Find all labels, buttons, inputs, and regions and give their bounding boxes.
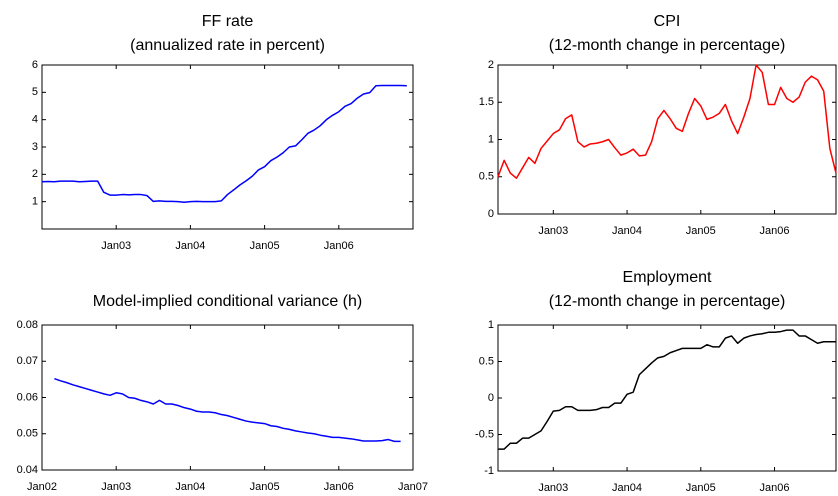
chart-subtitle: (12-month change in percentage) — [549, 293, 786, 310]
x-tick-label: Jan07 — [398, 481, 428, 493]
x-tick-label: Jan06 — [760, 225, 790, 237]
data-line — [498, 329, 836, 450]
data-line — [497, 64, 837, 179]
y-tick-label: 4 — [32, 114, 38, 126]
y-tick-label: 0.04 — [17, 464, 38, 476]
chart-subtitle: (annualized rate in percent) — [130, 37, 325, 54]
y-tick-label: 5 — [32, 86, 38, 98]
x-tick-label: Jan06 — [324, 240, 354, 252]
x-tick-label: Jan04 — [612, 482, 642, 494]
y-tick-label: 3 — [32, 141, 38, 153]
y-tick-label: 1.5 — [479, 96, 494, 108]
x-tick-label: Jan06 — [760, 482, 790, 494]
data-line — [41, 84, 407, 203]
x-tick-label: Jan04 — [612, 225, 642, 237]
x-tick-label: Jan05 — [250, 240, 280, 252]
x-tick-label: Jan03 — [538, 482, 568, 494]
x-tick-label: Jan05 — [250, 481, 280, 493]
y-tick-label: 0.07 — [17, 355, 38, 367]
y-tick-label: 6 — [32, 59, 38, 71]
chart-subtitle: (12-month change in percentage) — [549, 37, 786, 54]
x-tick-label: Jan05 — [686, 482, 716, 494]
x-tick-label: Jan06 — [324, 481, 354, 493]
data-line — [54, 377, 401, 443]
chart-title: CPI — [654, 13, 681, 30]
y-tick-label: 0 — [488, 208, 494, 220]
x-tick-label: Jan02 — [27, 481, 57, 493]
y-tick-label: 0.5 — [479, 355, 494, 367]
y-tick-label: -1 — [484, 465, 494, 477]
y-tick-label: -0.5 — [475, 428, 494, 440]
chart-title: FF rate — [202, 13, 254, 30]
chart-title: Employment — [623, 269, 712, 286]
y-tick-label: 1 — [488, 133, 494, 145]
y-tick-label: 1 — [488, 319, 494, 331]
y-tick-label: 0.05 — [17, 428, 38, 440]
chart-title: Model-implied conditional variance (h) — [93, 293, 362, 310]
x-tick-label: Jan03 — [101, 240, 131, 252]
y-tick-label: 2 — [488, 59, 494, 71]
plot-frame — [497, 324, 837, 472]
y-tick-label: 0.06 — [17, 391, 38, 403]
y-tick-label: 0 — [488, 392, 494, 404]
x-tick-label: Jan04 — [175, 240, 205, 252]
y-tick-label: 2 — [32, 168, 38, 180]
x-tick-label: Jan04 — [175, 481, 205, 493]
x-tick-label: Jan05 — [686, 225, 716, 237]
plot-frame — [41, 324, 414, 471]
x-tick-label: Jan03 — [101, 481, 131, 493]
y-tick-label: 0.08 — [17, 319, 38, 331]
y-tick-label: 0.5 — [479, 171, 494, 183]
plot-frame — [41, 64, 414, 230]
y-tick-label: 1 — [32, 196, 38, 208]
x-tick-label: Jan03 — [538, 225, 568, 237]
